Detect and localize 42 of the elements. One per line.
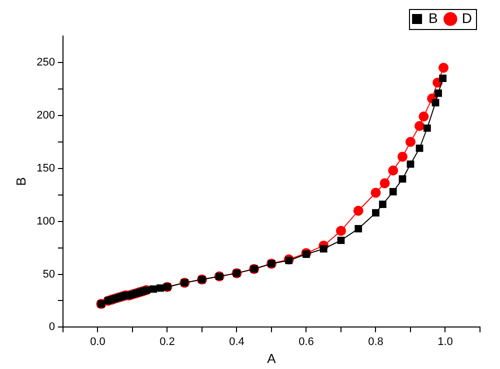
point bbox=[405, 136, 416, 147]
point bbox=[414, 121, 425, 132]
point bbox=[337, 236, 345, 244]
y-tick-label: 50 bbox=[42, 268, 55, 280]
point bbox=[423, 124, 431, 132]
legend-label: B bbox=[428, 10, 438, 26]
point bbox=[388, 165, 398, 176]
x-tick-label: 0.2 bbox=[160, 336, 175, 348]
x-tick-label: 0.4 bbox=[229, 336, 244, 348]
point bbox=[353, 206, 364, 216]
point bbox=[370, 188, 381, 198]
y-tick-label: 250 bbox=[36, 56, 55, 69]
x-tick-label: 0.6 bbox=[298, 336, 314, 348]
y-axis-title: B bbox=[13, 177, 28, 186]
point bbox=[379, 200, 386, 208]
point bbox=[398, 152, 408, 162]
point bbox=[285, 256, 293, 264]
y-tick-label: 200 bbox=[36, 109, 55, 122]
point bbox=[439, 74, 446, 82]
point bbox=[418, 111, 429, 122]
point bbox=[320, 245, 328, 253]
legend-label: D bbox=[462, 10, 472, 26]
y-tick-label: 100 bbox=[36, 215, 55, 228]
point bbox=[438, 62, 449, 73]
point bbox=[398, 175, 406, 183]
x-axis-title: A bbox=[267, 350, 276, 366]
point bbox=[416, 144, 424, 152]
point bbox=[434, 90, 442, 97]
point bbox=[380, 178, 390, 188]
point bbox=[406, 160, 414, 168]
point bbox=[389, 188, 397, 196]
point bbox=[432, 99, 440, 106]
point bbox=[372, 209, 380, 217]
point bbox=[156, 284, 164, 292]
point bbox=[336, 226, 346, 236]
y-tick-label: 0 bbox=[48, 321, 55, 334]
x-tick-label: 1.0 bbox=[438, 336, 453, 348]
y-tick-label: 150 bbox=[36, 162, 55, 174]
point bbox=[354, 225, 362, 232]
x-tick-label: 0.0 bbox=[90, 336, 106, 348]
point bbox=[150, 285, 157, 293]
x-tick-label: 0.8 bbox=[368, 336, 384, 348]
